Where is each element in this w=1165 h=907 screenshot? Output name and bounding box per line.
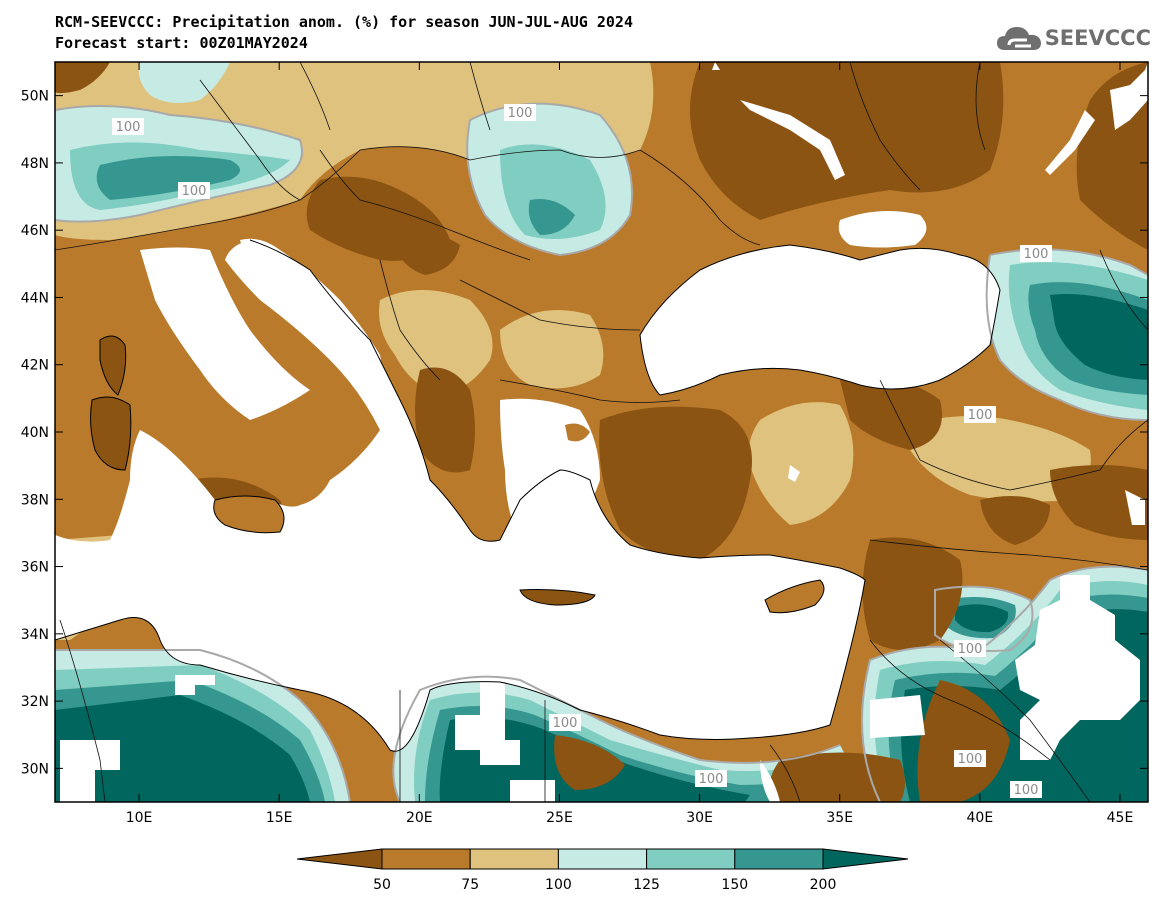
contour-label: 100 [964, 406, 996, 423]
lat-tick-label: 36N [21, 560, 49, 576]
longitude-axis: 10E 15E 20E 25E 30E 35E 40E 45E [126, 62, 1134, 826]
colorbar-tick-label: 50 [373, 877, 391, 893]
lat-tick-label: 32N [21, 694, 49, 710]
contour-label-text: 100 [958, 642, 983, 657]
lon-tick-label: 20E [406, 810, 433, 826]
lat-tick-label: 34N [21, 627, 49, 643]
lat-tick-label: 30N [21, 761, 49, 777]
map-title: RCM-SEEVCCC: Precipitation anom. (%) for… [55, 13, 633, 31]
contour-label-text: 100 [116, 120, 141, 135]
contour-label: 100 [549, 714, 581, 731]
lon-tick-label: 10E [126, 810, 153, 826]
lat-tick-label: 46N [21, 223, 49, 239]
contour-label: 100 [1020, 245, 1052, 262]
lat-tick-label: 42N [21, 358, 49, 374]
cloud-icon [996, 27, 1041, 50]
logo-text: SEEVCCC [1044, 26, 1151, 50]
colorbar-box [469, 848, 559, 870]
contour-labels: 100 100 100 100 100 100 100 100 100 100 [112, 104, 1052, 798]
colorbar-tick-label: 150 [721, 877, 748, 893]
latitude-axis: 50N 48N 46N 44N 42N 40N 38N 36N 34N 32N 30N [21, 89, 1148, 777]
contour-label-text: 100 [958, 752, 983, 767]
map-field: 100 100 100 100 100 100 100 100 100 100 [55, 62, 1148, 802]
country-borders [55, 62, 1148, 802]
colorbar-legend: 50 75 100 125 150 200 [296, 848, 909, 893]
colorbar-box [381, 848, 471, 870]
contour-label-text: 100 [182, 184, 207, 199]
contour-label-text: 100 [553, 716, 578, 731]
lat-tick-label: 38N [21, 492, 49, 508]
contour-label: 100 [695, 770, 727, 787]
colorbar-box [646, 848, 736, 870]
lon-tick-label: 15E [266, 810, 293, 826]
contour-label: 100 [112, 118, 144, 135]
forecast-start-label: Forecast start: 00Z01MAY2024 [55, 34, 308, 52]
contour-label: 100 [1010, 781, 1042, 798]
contour-label: 100 [954, 640, 986, 657]
contour-label: 100 [504, 104, 536, 121]
lat-tick-label: 48N [21, 156, 49, 172]
lon-tick-label: 40E [967, 810, 994, 826]
sea-mask [55, 62, 1148, 802]
colorbar-tick-label: 200 [810, 877, 837, 893]
seevccc-logo: SEEVCCC [995, 20, 1151, 56]
lon-tick-label: 45E [1107, 810, 1134, 826]
colorbar-box [557, 848, 648, 870]
lon-tick-label: 30E [686, 810, 713, 826]
lon-tick-label: 25E [546, 810, 573, 826]
contour-label: 100 [954, 750, 986, 767]
colorbar-box [734, 848, 824, 870]
colorbar-above-200-triangle [822, 848, 909, 870]
lon-tick-label: 35E [826, 810, 853, 826]
islands [90, 336, 824, 613]
contour-label-text: 100 [968, 408, 993, 423]
contour-label: 100 [178, 182, 210, 199]
colorbar-tick-label: 75 [461, 877, 479, 893]
lat-tick-label: 40N [21, 425, 49, 441]
coastlines [55, 239, 1001, 752]
contour-label-text: 100 [508, 106, 533, 121]
colorbar-below-50-triangle [296, 848, 383, 870]
anomaly-below-50-regions [55, 62, 1148, 802]
colorbar-tick-label: 125 [633, 877, 660, 893]
contour-label-text: 100 [1024, 247, 1049, 262]
lat-tick-label: 44N [21, 290, 49, 306]
lat-tick-label: 50N [21, 89, 49, 105]
colorbar-tick-label: 100 [545, 877, 572, 893]
contour-label-text: 100 [1014, 783, 1039, 798]
contour-label-text: 100 [699, 772, 724, 787]
